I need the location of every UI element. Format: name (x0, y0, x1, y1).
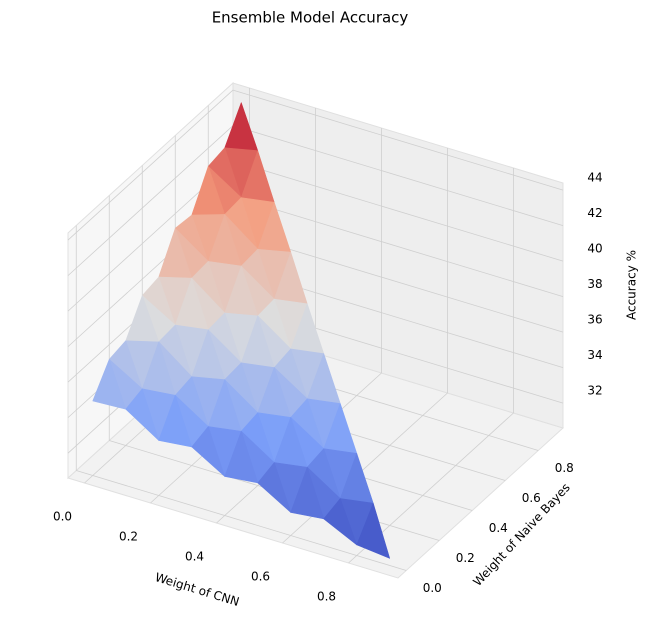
surface-face (224, 430, 259, 484)
chart-title: Ensemble Model Accuracy (212, 9, 409, 27)
z-tick-label: 40 (587, 242, 602, 256)
surface-face (257, 462, 292, 513)
z-tick-label: 36 (587, 313, 602, 327)
z-tick-label: 34 (587, 348, 602, 362)
x-tick-label: 0.6 (251, 570, 270, 584)
y-tick-label: 0.4 (489, 521, 508, 535)
x-tick-label: 0.8 (317, 590, 336, 604)
grid-line (67, 125, 234, 276)
surface-face (356, 502, 391, 559)
z-tick-label: 42 (587, 206, 602, 220)
surface-face (323, 498, 358, 546)
grid-line (232, 125, 564, 226)
z-axis-label: Accuracy % (625, 250, 639, 320)
surface-face (158, 394, 193, 448)
surface-face (92, 359, 127, 410)
surface-face (290, 466, 325, 520)
grid-line (232, 196, 564, 298)
x-tick-label: 0.4 (185, 550, 204, 564)
y-tick-label: 0.0 (423, 581, 442, 595)
surface-face (125, 388, 160, 441)
z-tick-label: 44 (587, 171, 602, 185)
x-axis-label: Weight of CNN (153, 570, 241, 609)
grid-line (232, 89, 564, 191)
grid-line (76, 470, 407, 571)
grid-line (282, 392, 448, 544)
z-tick-label: 32 (587, 384, 602, 398)
y-tick-label: 0.6 (522, 491, 541, 505)
z-tick-label: 38 (587, 277, 602, 291)
grid-line (232, 160, 564, 262)
y-tick-label: 0.8 (555, 461, 574, 475)
y-tick-label: 0.2 (456, 551, 475, 565)
surface-face (191, 426, 226, 477)
x-tick-label: 0.0 (53, 510, 72, 524)
x-tick-label: 0.2 (119, 530, 138, 544)
grid-line (67, 89, 234, 241)
